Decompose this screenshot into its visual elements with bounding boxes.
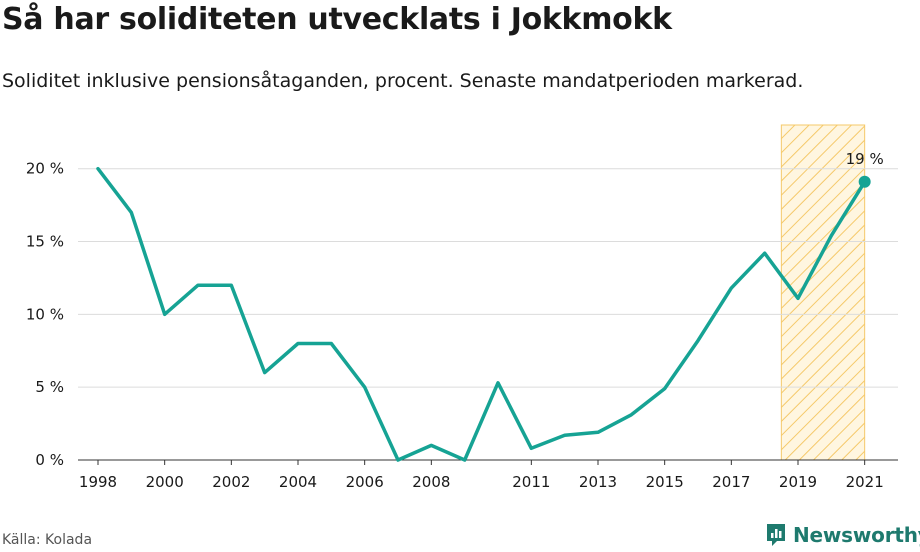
last-value-point [858,175,871,188]
x-tick-label: 2011 [512,473,550,491]
y-tick-label: 0 % [35,451,64,469]
brand-logo[interactable]: Newsworthy [765,521,920,549]
y-tick-label: 10 % [26,305,64,323]
brand-name: Newsworthy [793,523,920,547]
x-tick-label: 2017 [712,473,750,491]
y-tick-label: 20 % [26,160,64,178]
y-tick-label: 5 % [35,378,64,396]
last-value-label: 19 % [846,150,884,168]
source-note: Källa: Kolada [2,532,93,548]
x-tick-label: 2008 [412,473,450,491]
x-tick-label: 2006 [346,473,384,491]
x-tick-label: 2019 [779,473,817,491]
chart-title: Så har soliditeten utvecklats i Jokkmokk [2,2,672,37]
x-tick-label: 2015 [646,473,684,491]
x-tick-label: 1998 [79,473,117,491]
x-tick-label: 2004 [279,473,317,491]
x-tick-label: 2013 [579,473,617,491]
chart-subtitle: Soliditet inklusive pensionsåtaganden, p… [2,70,804,92]
x-tick-label: 2021 [846,473,884,491]
newsworthy-logo-icon [767,524,785,546]
x-tick-label: 2002 [212,473,250,491]
x-tick-label: 2000 [146,473,184,491]
y-tick-label: 15 % [26,233,64,251]
series-line [96,166,867,462]
